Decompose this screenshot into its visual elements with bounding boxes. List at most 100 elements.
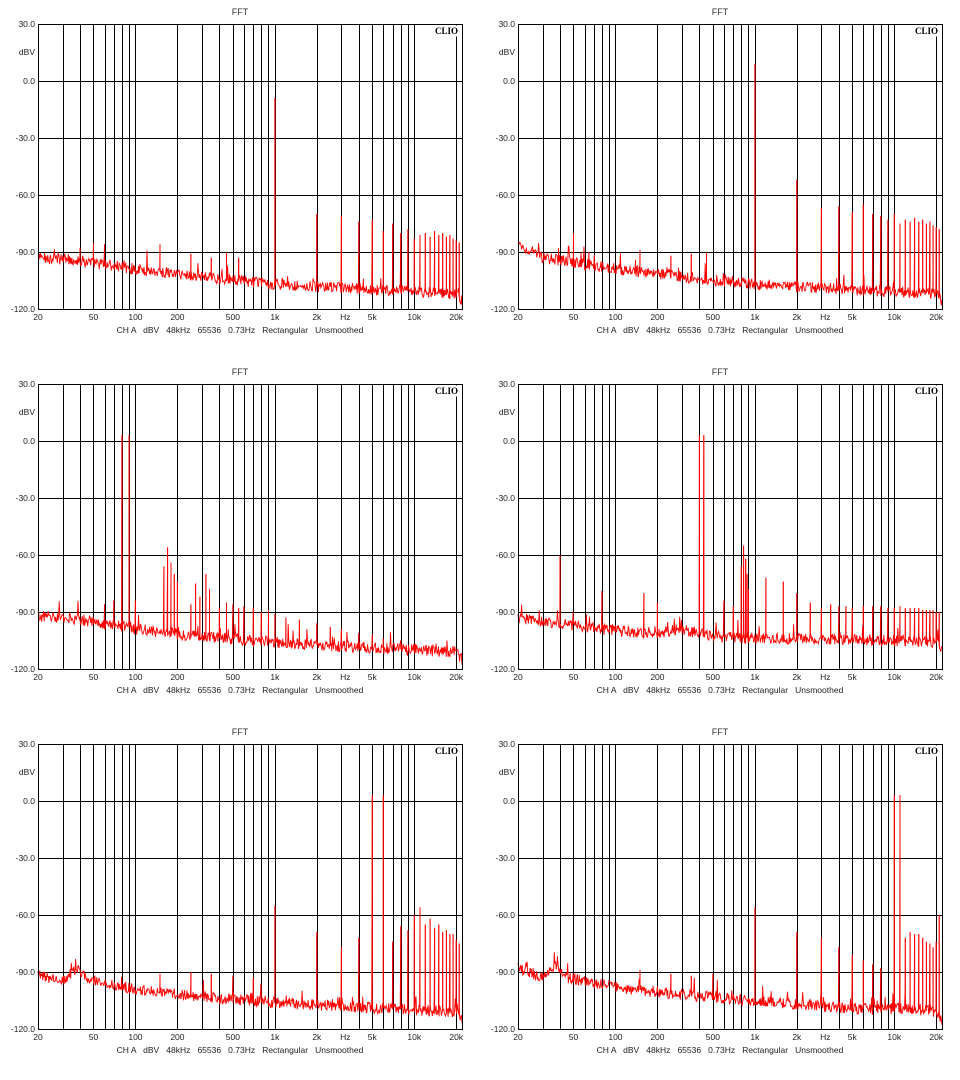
plot-border xyxy=(38,384,463,670)
fft-trace xyxy=(517,795,943,1026)
x-tick-label: 100 xyxy=(128,672,142,682)
measurement-info: CH A dBV 48kHz 65536 0.73Hz Rectangular … xyxy=(597,1045,844,1055)
y-tick-label: -30.0 xyxy=(496,133,516,143)
x-tick-label: 50 xyxy=(89,312,99,322)
y-tick-label: -60.0 xyxy=(16,910,36,920)
fft-panel-4: FFT CLIO 30.0 0.0 -30.0 -60.0 -90.0 -120.0 dBV 20… xyxy=(480,360,960,720)
peak-markers xyxy=(639,795,940,1017)
chart-title: FFT xyxy=(712,367,729,377)
measurement-info: CH A dBV 48kHz 65536 0.73Hz Rectangular … xyxy=(597,325,844,335)
x-tick-label: 500 xyxy=(706,672,720,682)
x-tick-label: 2k xyxy=(792,672,802,682)
fft-chart-6: FFT CLIO 30.0 0.0 -30.0 -60.0 -90.0 -120.0 dBV 20… xyxy=(491,727,944,1055)
brand-logo: CLIO xyxy=(915,26,938,36)
x-tick-label: 20 xyxy=(513,312,523,322)
x-tick-label: 500 xyxy=(706,1032,720,1042)
brand-bg xyxy=(912,745,940,757)
x-tick-label: 20 xyxy=(513,1032,523,1042)
x-tick-label: 200 xyxy=(170,312,184,322)
x-unit-label: Hz xyxy=(340,672,350,682)
y-unit-label: dBV xyxy=(19,47,35,57)
y-tick-label: 0.0 xyxy=(503,796,515,806)
x-tick-label: 500 xyxy=(706,312,720,322)
peak-markers xyxy=(104,435,415,650)
brand-logo: CLIO xyxy=(915,386,938,396)
x-unit-label: Hz xyxy=(820,1032,830,1042)
x-tick-label: 5k xyxy=(848,312,858,322)
y-unit-label: dBV xyxy=(499,767,515,777)
x-tick-label: 100 xyxy=(608,1032,622,1042)
x-tick-label: 20k xyxy=(929,312,943,322)
plot-area xyxy=(38,744,462,1029)
x-tick-label: 200 xyxy=(650,312,664,322)
fft-panel-1: FFT CLIO 30.0 0.0 -30.0 -60.0 -90.0 -120.0 dBV 20… xyxy=(0,0,480,360)
y-tick-label: 0.0 xyxy=(503,76,515,86)
brand-logo: CLIO xyxy=(915,746,938,756)
y-tick-label: -30.0 xyxy=(496,493,516,503)
y-tick-label: -30.0 xyxy=(16,493,36,503)
x-tick-label: 1k xyxy=(270,1032,280,1042)
x-tick-label: 2k xyxy=(792,312,802,322)
plot-area xyxy=(38,24,462,309)
x-tick-label: 50 xyxy=(89,672,99,682)
brand-bg xyxy=(912,385,940,397)
plot-border xyxy=(518,744,943,1030)
fft-chart-3: FFT CLIO 30.0 0.0 -30.0 -60.0 -90.0 -120.0 dBV 20… xyxy=(11,367,464,695)
x-tick-label: 5k xyxy=(368,312,378,322)
plot-border xyxy=(518,24,943,310)
x-tick-label: 10k xyxy=(407,1032,421,1042)
y-tick-label: -120.0 xyxy=(491,304,515,314)
y-tick-label: -90.0 xyxy=(496,967,516,977)
x-tick-label: 200 xyxy=(170,1032,184,1042)
x-tick-label: 500 xyxy=(226,1032,240,1042)
x-tick-label: 10k xyxy=(407,312,421,322)
y-tick-label: -120.0 xyxy=(11,664,35,674)
chart-title: FFT xyxy=(232,367,249,377)
y-tick-label: 0.0 xyxy=(23,436,35,446)
y-tick-label: -60.0 xyxy=(496,550,516,560)
y-tick-label: -30.0 xyxy=(16,853,36,863)
x-tick-label: 10k xyxy=(887,672,901,682)
x-tick-label: 20 xyxy=(33,672,43,682)
fft-chart-2: FFT CLIO 30.0 0.0 -30.0 -60.0 -90.0 -120.0 dBV 20… xyxy=(491,7,944,335)
y-tick-label: -90.0 xyxy=(16,607,36,617)
y-tick-label: 30.0 xyxy=(18,739,35,749)
fft-trace xyxy=(37,795,463,1024)
x-tick-label: 2k xyxy=(312,672,322,682)
y-tick-label: 0.0 xyxy=(503,436,515,446)
chart-title: FFT xyxy=(232,7,249,17)
y-tick-label: 30.0 xyxy=(18,379,35,389)
brand-bg xyxy=(432,25,460,37)
measurement-info: CH A dBV 48kHz 65536 0.73Hz Rectangular … xyxy=(117,325,364,335)
brand-bg xyxy=(432,745,460,757)
peak-markers xyxy=(573,63,940,299)
fft-chart-1: FFT CLIO 30.0 0.0 -30.0 -60.0 -90.0 -120.0 dBV 20… xyxy=(11,7,464,335)
x-unit-label: Hz xyxy=(820,312,830,322)
y-tick-label: -30.0 xyxy=(496,853,516,863)
x-tick-label: 1k xyxy=(750,1032,760,1042)
fft-chart-4: FFT CLIO 30.0 0.0 -30.0 -60.0 -90.0 -120.0 dBV 20… xyxy=(491,367,944,695)
brand-logo: CLIO xyxy=(435,746,458,756)
x-tick-label: 1k xyxy=(270,672,280,682)
y-tick-label: -120.0 xyxy=(11,1024,35,1034)
y-tick-label: -60.0 xyxy=(16,550,36,560)
x-tick-label: 50 xyxy=(569,312,579,322)
x-tick-label: 200 xyxy=(650,672,664,682)
brand-logo: CLIO xyxy=(435,386,458,396)
x-tick-label: 50 xyxy=(569,672,579,682)
x-tick-label: 200 xyxy=(170,672,184,682)
y-tick-label: -120.0 xyxy=(491,1024,515,1034)
x-tick-label: 50 xyxy=(569,1032,579,1042)
x-tick-label: 500 xyxy=(226,672,240,682)
x-tick-label: 1k xyxy=(270,312,280,322)
x-tick-label: 100 xyxy=(128,312,142,322)
fft-panel-6: FFT CLIO 30.0 0.0 -30.0 -60.0 -90.0 -120.0 dBV 20… xyxy=(480,720,960,1080)
y-tick-label: -60.0 xyxy=(16,190,36,200)
y-tick-label: -120.0 xyxy=(11,304,35,314)
y-tick-label: 30.0 xyxy=(18,19,35,29)
y-unit-label: dBV xyxy=(19,407,35,417)
x-tick-label: 5k xyxy=(368,672,378,682)
x-tick-label: 20 xyxy=(33,1032,43,1042)
x-tick-label: 20k xyxy=(929,1032,943,1042)
